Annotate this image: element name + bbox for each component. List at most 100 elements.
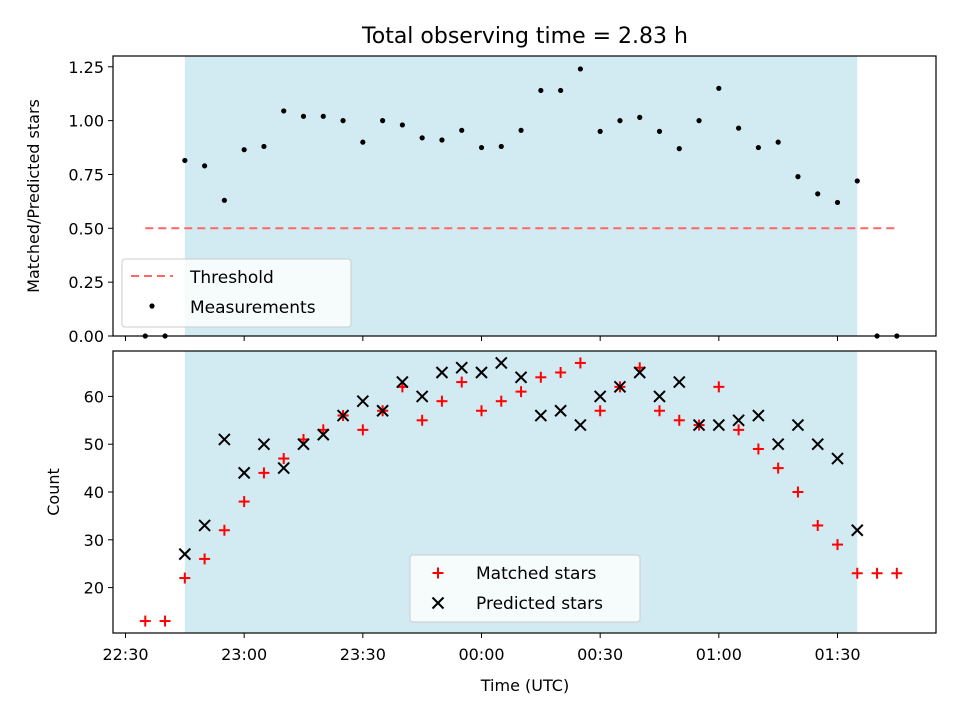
matched-star-point <box>218 524 230 536</box>
measurement-point <box>854 178 860 184</box>
measurement-point <box>775 139 781 145</box>
matched-star-point <box>594 405 606 417</box>
top-y-tick-label: 0.75 <box>68 165 104 184</box>
matched-star-point <box>555 367 567 379</box>
measurement-point <box>755 144 761 151</box>
top-plot-frame <box>112 55 937 337</box>
predicted-star-point <box>277 461 290 475</box>
matched-star-point <box>713 381 725 393</box>
predicted-star-point <box>653 390 666 403</box>
top-legend-box <box>121 258 352 328</box>
matched-star-point <box>476 405 487 417</box>
legend-predicted-label: Predicted stars <box>476 594 603 614</box>
legend-matched-label: Matched stars <box>476 564 596 584</box>
bottom-plot-frame <box>112 350 937 634</box>
matched-star-point <box>772 462 784 474</box>
predicted-star-point <box>633 366 646 379</box>
predicted-star-point <box>435 366 449 379</box>
measurement-point <box>736 125 742 131</box>
predicted-star-point <box>455 361 468 374</box>
bottom-y-tick-label: 60 <box>84 387 104 406</box>
matched-star-point <box>654 405 665 417</box>
bottom-y-tick-label: 20 <box>84 579 104 598</box>
measurement-point <box>340 118 346 124</box>
bottom-x-tick-label: 23:00 <box>221 645 267 664</box>
measurement-point <box>597 128 603 134</box>
predicted-star-point <box>831 452 844 465</box>
measurement-point <box>380 118 386 124</box>
bottom-x-axis-title: Time (UTC) <box>480 676 569 695</box>
matched-star-point <box>456 376 468 388</box>
predicted-star-point <box>732 414 745 427</box>
predicted-star-point <box>851 524 864 537</box>
legend-predicted-marker <box>431 596 445 610</box>
legend-predicted-swatch <box>431 596 445 610</box>
measurements-points <box>142 66 900 339</box>
bottom-x-tick-label: 01:30 <box>814 645 860 664</box>
matched-star-point <box>258 467 270 479</box>
measurement-point <box>696 118 702 124</box>
legend-measurements-swatch <box>149 303 155 309</box>
predicted-star-point <box>317 428 330 441</box>
bottom-y-tick-label: 30 <box>84 531 104 550</box>
measurement-point <box>261 143 267 150</box>
predicted-star-point <box>554 404 567 417</box>
matched-star-point <box>871 567 883 579</box>
bottom-y-tick-label: 50 <box>84 435 104 454</box>
top-y-tick-label: 1.00 <box>68 112 104 131</box>
predicted-star-point <box>198 519 211 532</box>
top-panel: 0.00 0.25 0.50 0.75 1.00 1.25 Matched/Predict… <box>24 55 937 346</box>
predicted-star-point <box>336 409 350 422</box>
bottom-x-tick-label: 00:00 <box>458 645 504 664</box>
predicted-star-point <box>237 466 251 480</box>
matched-star-point <box>832 539 843 551</box>
matched-star-point <box>792 486 804 498</box>
measurement-point <box>815 191 821 197</box>
bottom-legend-box <box>409 554 641 623</box>
measurement-point <box>360 139 366 145</box>
measurement-point <box>221 197 227 203</box>
measurement-point <box>478 144 485 151</box>
predicted-star-point <box>673 375 686 389</box>
matched-star-point <box>515 386 527 398</box>
measurement-point <box>518 127 524 133</box>
predicted-star-point <box>752 409 765 422</box>
measurement-point <box>182 157 188 164</box>
measurement-point <box>834 199 841 206</box>
top-y-axis: 0.00 0.25 0.50 0.75 1.00 1.25 <box>68 58 113 346</box>
bottom-x-axis: 22:30 23:00 23:30 00:00 00:30 01:00 01:30 <box>102 633 861 664</box>
measurement-point <box>795 174 801 180</box>
matched-star-point <box>535 371 547 383</box>
predicted-star-point <box>593 390 607 403</box>
predicted-star-point <box>534 409 548 422</box>
legend-measurements-label: Measurements <box>190 298 316 318</box>
matched-star-point <box>159 615 171 627</box>
predicted-star-point <box>514 371 528 384</box>
predicted-star-point <box>178 547 192 561</box>
matched-star-point <box>673 414 685 426</box>
top-y-tick-label: 0.00 <box>68 327 104 346</box>
bottom-x-tick-label: 23:30 <box>340 645 386 664</box>
top-y-axis-title: Matched/Predicted stars <box>24 99 43 293</box>
matched-star-point <box>891 567 903 579</box>
predicted-star-point <box>356 394 370 408</box>
bottom-y-axis: 20 30 40 50 60 <box>84 387 113 598</box>
matched-star-point <box>278 453 290 465</box>
measurement-point <box>617 118 623 124</box>
bottom-y-tick-label: 40 <box>84 483 104 502</box>
measurement-point <box>558 87 564 94</box>
predicted-star-point <box>811 437 824 451</box>
matched-star-point <box>812 519 824 531</box>
measurement-point <box>300 113 307 119</box>
measurement-point <box>399 122 405 128</box>
measurement-point <box>241 147 247 153</box>
top-y-tick-label: 0.50 <box>68 219 104 238</box>
measurement-point <box>419 135 425 141</box>
predicted-stars-points <box>178 356 864 561</box>
predicted-star-point <box>771 437 785 451</box>
top-y-tick-label: 0.25 <box>68 273 104 292</box>
bottom-legend: Matched stars Predicted stars <box>409 554 641 623</box>
matched-star-point <box>752 443 764 455</box>
measurement-point <box>656 128 663 134</box>
predicted-star-point <box>712 418 726 432</box>
